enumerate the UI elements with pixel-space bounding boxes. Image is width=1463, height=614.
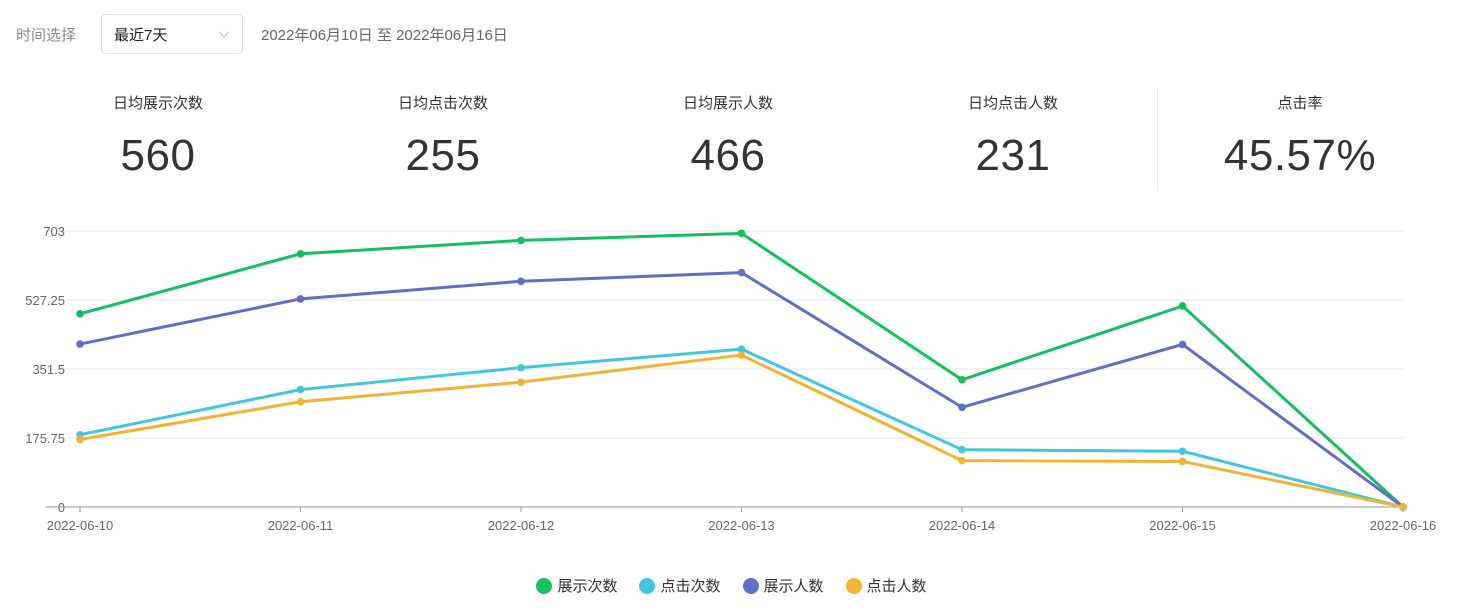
series-line-3 [78,353,1405,509]
series-line-2 [78,271,1405,509]
line-chart: 0175.75351.5527.257032022-06-102022-06-1… [25,224,1437,533]
data-point [76,340,84,348]
data-point [76,435,84,444]
legend-item-viewers[interactable]: 展示人数 [742,575,824,596]
data-point [296,385,305,394]
data-point [737,351,746,359]
x-tick-label: 2022-06-10 [47,518,114,533]
x-tick-label: 2022-06-16 [1370,518,1437,533]
data-point [1399,503,1407,511]
stats-summary: 日均展示次数 560 日均点击次数 255 日均展示人数 466 日均点击人数 … [18,88,1443,190]
data-point [296,397,305,406]
data-point [958,375,966,384]
legend-item-clickers[interactable]: 点击人数 [845,575,927,596]
y-tick-label: 175.75 [25,431,65,446]
data-point [517,363,525,372]
data-point [737,345,746,353]
stat-label: 日均展示次数 [112,95,203,112]
time-filter-label: 时间选择 [16,26,77,44]
legend-label: 点击次数 [660,578,721,595]
time-range-selected-value: 最近7天 [114,26,168,44]
data-point [296,249,305,258]
legend-marker [742,577,759,594]
x-tick-label: 2022-06-13 [708,518,775,533]
stat-daily-clicks: 日均点击次数 255 [303,88,583,181]
stat-value: 255 [405,131,481,180]
data-point [737,268,746,277]
data-point [958,403,966,412]
stat-value: 466 [690,131,766,180]
stats-divider [1157,88,1158,190]
series-line-1 [78,347,1405,509]
stat-value: 560 [120,131,196,180]
stat-daily-impressions: 日均展示次数 560 [18,88,298,181]
legend-item-impressions[interactable]: 展示次数 [536,575,617,596]
data-point [517,236,525,245]
x-tick-label: 2022-06-14 [929,518,996,533]
data-point [76,310,84,318]
legend-marker [639,577,656,594]
x-tick-label: 2022-06-15 [1149,518,1216,533]
stat-daily-clickers: 日均点击人数 231 [873,88,1153,181]
stat-value: 45.57% [1223,131,1377,180]
data-point [1178,340,1187,349]
data-point [1178,447,1187,456]
y-tick-label: 527.25 [25,293,65,308]
time-filter-bar: 时间选择 最近7天 2022年06月10日 至 2022年06月16日 [16,13,508,55]
data-point [517,277,525,286]
time-range-select[interactable]: 最近7天 [101,14,243,54]
stat-click-rate: 点击率 45.57% [1160,88,1440,181]
data-point [1178,457,1187,466]
chevron-down-icon [218,31,230,38]
stat-label: 点击率 [1277,95,1323,112]
stat-label: 日均展示人数 [682,95,773,112]
stat-value: 231 [975,131,1051,180]
data-point [517,378,525,386]
chart-legend: 展示次数 点击次数 展示人数 点击人数 [0,575,1463,596]
stat-label: 日均点击人数 [967,95,1058,112]
legend-item-clicks[interactable]: 点击次数 [639,575,721,596]
date-range-text: 2022年06月10日 至 2022年06月16日 [261,26,508,44]
data-point [296,295,305,303]
x-tick-label: 2022-06-12 [488,518,555,533]
legend-label: 展示人数 [763,578,824,595]
legend-marker [536,577,553,594]
y-tick-label: 351.5 [32,362,65,377]
data-point [958,456,966,465]
y-tick-label: 703 [43,224,65,239]
x-tick-label: 2022-06-11 [268,518,334,533]
stat-label: 日均点击次数 [397,95,488,112]
data-point [737,229,746,238]
data-point [958,445,966,454]
data-point [1178,302,1187,310]
stat-daily-viewers: 日均展示人数 466 [588,88,868,181]
legend-label: 展示次数 [557,578,618,595]
legend-marker [845,577,862,594]
legend-label: 点击人数 [866,578,927,595]
